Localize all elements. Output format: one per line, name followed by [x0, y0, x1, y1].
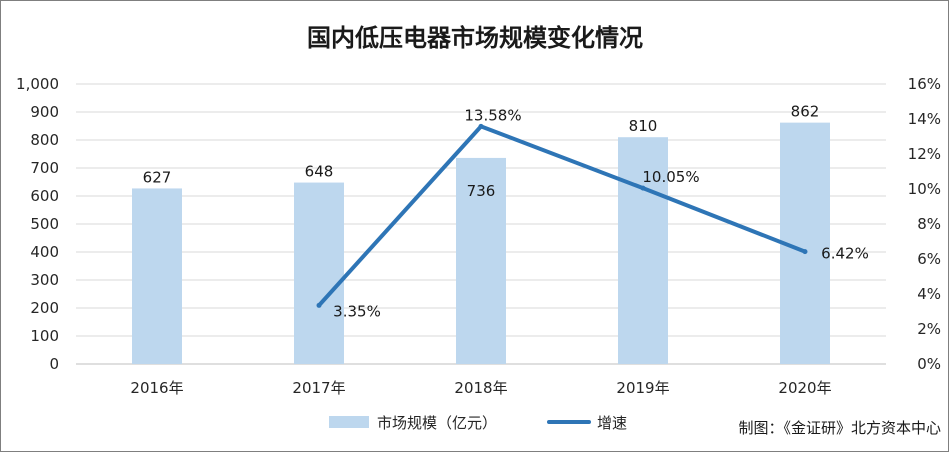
x-tick-label: 2020年: [778, 379, 831, 397]
bar: [132, 188, 182, 364]
line-series: 627 648 736 810 862 3.35% 13.58% 10.05% 6.42%: [143, 103, 869, 321]
bar: [294, 182, 344, 364]
y-left-tick-label: 700: [30, 159, 59, 177]
y-left-tick-label: 600: [30, 187, 59, 205]
x-tick-label: 2017年: [292, 379, 345, 397]
line-point: [316, 302, 322, 308]
bar-data-label: 862: [791, 103, 820, 121]
bar-series: [132, 122, 830, 364]
line-data-label: 3.35%: [333, 302, 381, 320]
line-point: [640, 185, 646, 191]
source-note: 制图：《金证研》北方资本中心: [738, 419, 941, 437]
y-right-tick-label: 10%: [908, 180, 941, 198]
line-data-label: 13.58%: [464, 106, 521, 124]
y-left-tick-label: 300: [30, 271, 59, 289]
x-tick-label: 2018年: [454, 379, 507, 397]
y-right-tick-label: 0%: [917, 355, 941, 373]
y-left-tick-label: 100: [30, 327, 59, 345]
x-tick-label: 2019年: [616, 379, 669, 397]
y-right-tick-label: 4%: [917, 285, 941, 303]
y-left-tick-label: 900: [30, 103, 59, 121]
legend-label-bar: 市场规模（亿元）: [377, 414, 497, 432]
x-tick-label: 2016年: [130, 379, 183, 397]
y-right-tick-label: 8%: [917, 215, 941, 233]
line-point: [802, 249, 808, 255]
growth-line: [317, 124, 807, 308]
bar-data-label: 627: [143, 168, 172, 186]
bar: [618, 137, 668, 364]
x-axis: 2016年 2017年 2018年 2019年 2020年: [130, 379, 831, 397]
legend-label-line: 增速: [597, 414, 627, 432]
y-left-tick-label: 400: [30, 243, 59, 261]
bar-data-label: 810: [629, 117, 658, 135]
legend-swatch-bar: [329, 416, 369, 428]
y-right-tick-label: 16%: [908, 75, 941, 93]
y-right-tick-label: 2%: [917, 320, 941, 338]
bar: [456, 157, 506, 364]
chart-title: 国内低压电器市场规模变化情况: [307, 24, 643, 52]
y-axis-left: 0 100 200 300 400 500 600 700 800 900 1,000: [16, 75, 59, 373]
y-right-tick-label: 12%: [908, 145, 941, 163]
y-left-tick-label: 0: [49, 355, 59, 373]
line-point: [478, 123, 484, 129]
y-right-tick-label: 14%: [908, 110, 941, 128]
y-left-tick-label: 800: [30, 131, 59, 149]
legend: 市场规模（亿元） 增速: [329, 414, 627, 432]
bar-data-label: 648: [305, 163, 334, 181]
y-axis-right: 0% 2% 4% 6% 8% 10% 12% 14% 16%: [908, 75, 941, 373]
y-right-tick-label: 6%: [917, 250, 941, 268]
line-data-label: 6.42%: [821, 245, 869, 263]
line-data-label: 10.05%: [642, 168, 699, 186]
y-left-tick-label: 1,000: [16, 75, 59, 93]
y-left-tick-label: 500: [30, 215, 59, 233]
y-left-tick-label: 200: [30, 299, 59, 317]
bar-data-label: 736: [467, 182, 496, 200]
